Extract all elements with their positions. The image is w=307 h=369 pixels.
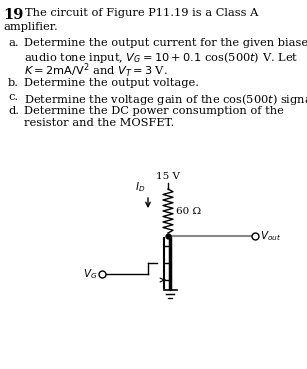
- Text: $V_{out}$: $V_{out}$: [260, 229, 281, 243]
- Text: Determine the voltage gain of the cos(500$t$) signal.: Determine the voltage gain of the cos(50…: [24, 92, 307, 107]
- Text: resistor and the MOSFET.: resistor and the MOSFET.: [24, 118, 174, 128]
- Text: Determine the output voltage.: Determine the output voltage.: [24, 78, 199, 88]
- Text: Determine the DC power consumption of the: Determine the DC power consumption of th…: [24, 106, 284, 116]
- Text: amplifier.: amplifier.: [3, 22, 58, 32]
- Text: b.: b.: [8, 78, 19, 88]
- Text: 60 Ω: 60 Ω: [176, 207, 201, 215]
- Text: 15 V: 15 V: [156, 172, 180, 181]
- Text: audio tone input, $V_G = 10 + 0.1$ cos(500$t$) V. Let: audio tone input, $V_G = 10 + 0.1$ cos(5…: [24, 50, 298, 65]
- Text: Determine the output current for the given biased: Determine the output current for the giv…: [24, 38, 307, 48]
- Text: The circuit of Figure P11.19 is a Class A: The circuit of Figure P11.19 is a Class …: [25, 8, 258, 18]
- Text: $I_D$: $I_D$: [135, 180, 145, 194]
- Text: $V_G$: $V_G$: [83, 267, 97, 281]
- Text: 19: 19: [3, 8, 23, 22]
- Text: $K = 2\mathrm{mA/V^2}$ and $V_T = 3$ V.: $K = 2\mathrm{mA/V^2}$ and $V_T = 3$ V.: [24, 62, 168, 80]
- Text: d.: d.: [8, 106, 19, 116]
- Text: c.: c.: [8, 92, 18, 102]
- Text: a.: a.: [8, 38, 19, 48]
